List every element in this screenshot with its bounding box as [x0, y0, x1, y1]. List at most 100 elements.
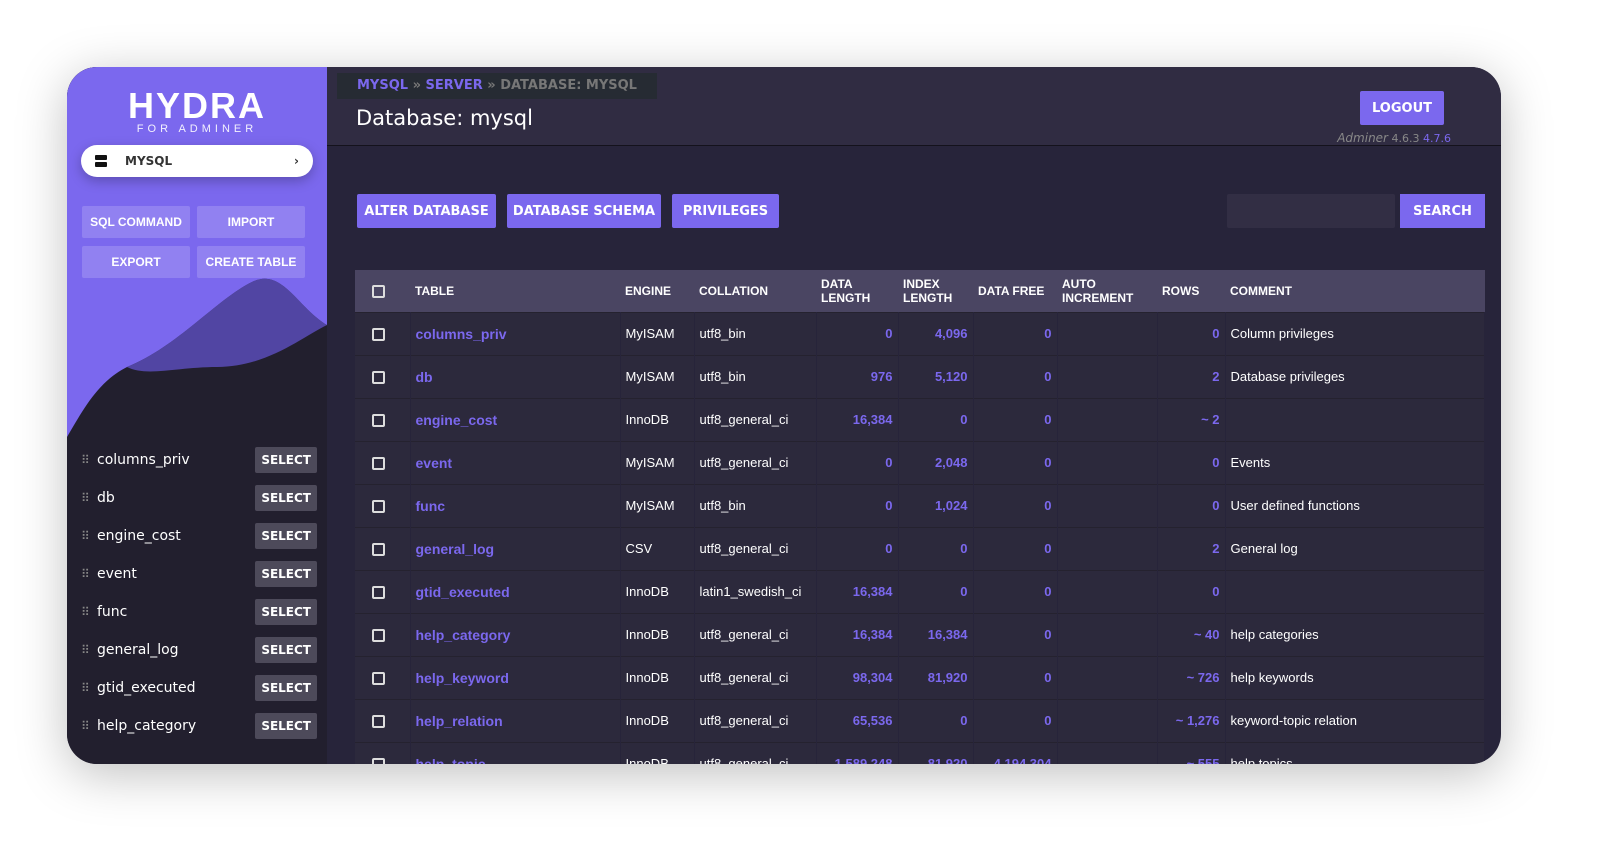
numeric-cell[interactable]: ~ 555	[1157, 741, 1226, 764]
sidebar-table-link[interactable]: help_category	[97, 718, 197, 734]
sidebar-table-link[interactable]: event	[97, 566, 137, 582]
numeric-cell[interactable]: 0	[1157, 440, 1226, 484]
database-schema-button[interactable]: DATABASE SCHEMA	[507, 194, 661, 228]
numeric-cell[interactable]: 0	[816, 440, 899, 484]
numeric-cell[interactable]: 0	[898, 698, 974, 742]
sidebar-table-link[interactable]: gtid_executed	[97, 680, 196, 696]
select-button[interactable]: SELECT	[255, 561, 317, 587]
table-name-link[interactable]: columns_priv	[410, 311, 621, 355]
table-name-link[interactable]: event	[410, 440, 621, 484]
numeric-cell[interactable]: 4,194,304	[973, 741, 1058, 764]
drag-handle-icon[interactable]: ⠿	[81, 453, 90, 467]
numeric-cell[interactable]: 2	[1157, 354, 1226, 398]
numeric-cell[interactable]: 0	[816, 526, 899, 570]
table-name-link[interactable]: db	[410, 354, 621, 398]
select-all-checkbox[interactable]	[372, 284, 385, 298]
numeric-cell[interactable]: 0	[973, 698, 1058, 742]
numeric-cell[interactable]: ~ 1,276	[1157, 698, 1226, 742]
search-button[interactable]: SEARCH	[1400, 194, 1485, 228]
numeric-cell[interactable]: 0	[973, 612, 1058, 656]
table-name-link[interactable]: help_topic	[410, 741, 621, 764]
numeric-cell[interactable]: 16,384	[816, 569, 899, 613]
privileges-button[interactable]: PRIVILEGES	[672, 194, 779, 228]
numeric-cell[interactable]: 1,589,248	[816, 741, 899, 764]
numeric-cell[interactable]: 0	[973, 311, 1058, 355]
row-checkbox[interactable]	[372, 586, 385, 600]
numeric-cell[interactable]: 65,536	[816, 698, 899, 742]
search-input[interactable]	[1227, 194, 1395, 228]
numeric-cell[interactable]: 0	[898, 526, 974, 570]
select-button[interactable]: SELECT	[255, 485, 317, 511]
numeric-cell[interactable]: 0	[973, 483, 1058, 527]
select-button[interactable]: SELECT	[255, 637, 317, 663]
row-checkbox[interactable]	[372, 328, 385, 342]
sidebar-table-link[interactable]: db	[97, 490, 115, 506]
numeric-cell[interactable]: 0	[1157, 311, 1226, 355]
row-checkbox[interactable]	[372, 371, 385, 385]
sql-command-button[interactable]: SQL COMMAND	[82, 206, 190, 238]
sidebar-table-link[interactable]: func	[97, 604, 128, 620]
numeric-cell[interactable]: 81,920	[898, 741, 974, 764]
numeric-cell[interactable]: ~ 40	[1157, 612, 1226, 656]
numeric-cell[interactable]: 2,048	[898, 440, 974, 484]
select-button[interactable]: SELECT	[255, 713, 317, 739]
row-checkbox[interactable]	[372, 629, 385, 643]
row-checkbox[interactable]	[372, 543, 385, 557]
table-name-link[interactable]: help_category	[410, 612, 621, 656]
create-table-button[interactable]: CREATE TABLE	[197, 246, 305, 278]
numeric-cell[interactable]: ~ 2	[1157, 397, 1226, 441]
numeric-cell[interactable]: 0	[973, 526, 1058, 570]
new-version-link[interactable]: 4.7.6	[1423, 132, 1451, 145]
sidebar-table-link[interactable]: columns_priv	[97, 452, 190, 468]
select-button[interactable]: SELECT	[255, 675, 317, 701]
select-button[interactable]: SELECT	[255, 447, 317, 473]
drag-handle-icon[interactable]: ⠿	[81, 643, 90, 657]
breadcrumb-mysql[interactable]: MYSQL	[357, 78, 409, 93]
numeric-cell[interactable]: 0	[898, 397, 974, 441]
numeric-cell[interactable]: 5,120	[898, 354, 974, 398]
numeric-cell[interactable]: 2	[1157, 526, 1226, 570]
row-checkbox[interactable]	[372, 672, 385, 686]
numeric-cell[interactable]: 0	[973, 354, 1058, 398]
numeric-cell[interactable]: 1,024	[898, 483, 974, 527]
table-name-link[interactable]: gtid_executed	[410, 569, 621, 613]
numeric-cell[interactable]: 0	[973, 569, 1058, 613]
numeric-cell[interactable]: 0	[898, 569, 974, 613]
row-checkbox[interactable]	[372, 758, 385, 764]
numeric-cell[interactable]: 0	[1157, 483, 1226, 527]
database-selector[interactable]: MYSQL ›	[81, 145, 313, 177]
numeric-cell[interactable]: 16,384	[816, 397, 899, 441]
logout-button[interactable]: LOGOUT	[1360, 91, 1444, 125]
numeric-cell[interactable]: 16,384	[816, 612, 899, 656]
table-name-link[interactable]: general_log	[410, 526, 621, 570]
numeric-cell[interactable]: ~ 726	[1157, 655, 1226, 699]
export-button[interactable]: EXPORT	[82, 246, 190, 278]
table-name-link[interactable]: engine_cost	[410, 397, 621, 441]
drag-handle-icon[interactable]: ⠿	[81, 529, 90, 543]
row-checkbox[interactable]	[372, 500, 385, 514]
select-button[interactable]: SELECT	[255, 523, 317, 549]
table-name-link[interactable]: help_keyword	[410, 655, 621, 699]
sidebar-table-link[interactable]: engine_cost	[97, 528, 181, 544]
drag-handle-icon[interactable]: ⠿	[81, 605, 90, 619]
numeric-cell[interactable]: 81,920	[898, 655, 974, 699]
drag-handle-icon[interactable]: ⠿	[81, 681, 90, 695]
table-name-link[interactable]: func	[410, 483, 621, 527]
row-checkbox[interactable]	[372, 715, 385, 729]
drag-handle-icon[interactable]: ⠿	[81, 567, 90, 581]
numeric-cell[interactable]: 976	[816, 354, 899, 398]
numeric-cell[interactable]: 4,096	[898, 311, 974, 355]
drag-handle-icon[interactable]: ⠿	[81, 491, 90, 505]
numeric-cell[interactable]: 0	[1157, 569, 1226, 613]
import-button[interactable]: IMPORT	[197, 206, 305, 238]
row-checkbox[interactable]	[372, 457, 385, 471]
numeric-cell[interactable]: 98,304	[816, 655, 899, 699]
numeric-cell[interactable]: 0	[973, 440, 1058, 484]
table-name-link[interactable]: help_relation	[410, 698, 621, 742]
numeric-cell[interactable]: 0	[816, 311, 899, 355]
numeric-cell[interactable]: 0	[816, 483, 899, 527]
numeric-cell[interactable]: 16,384	[898, 612, 974, 656]
sidebar-table-link[interactable]: general_log	[97, 642, 179, 658]
numeric-cell[interactable]: 0	[973, 397, 1058, 441]
select-button[interactable]: SELECT	[255, 599, 317, 625]
